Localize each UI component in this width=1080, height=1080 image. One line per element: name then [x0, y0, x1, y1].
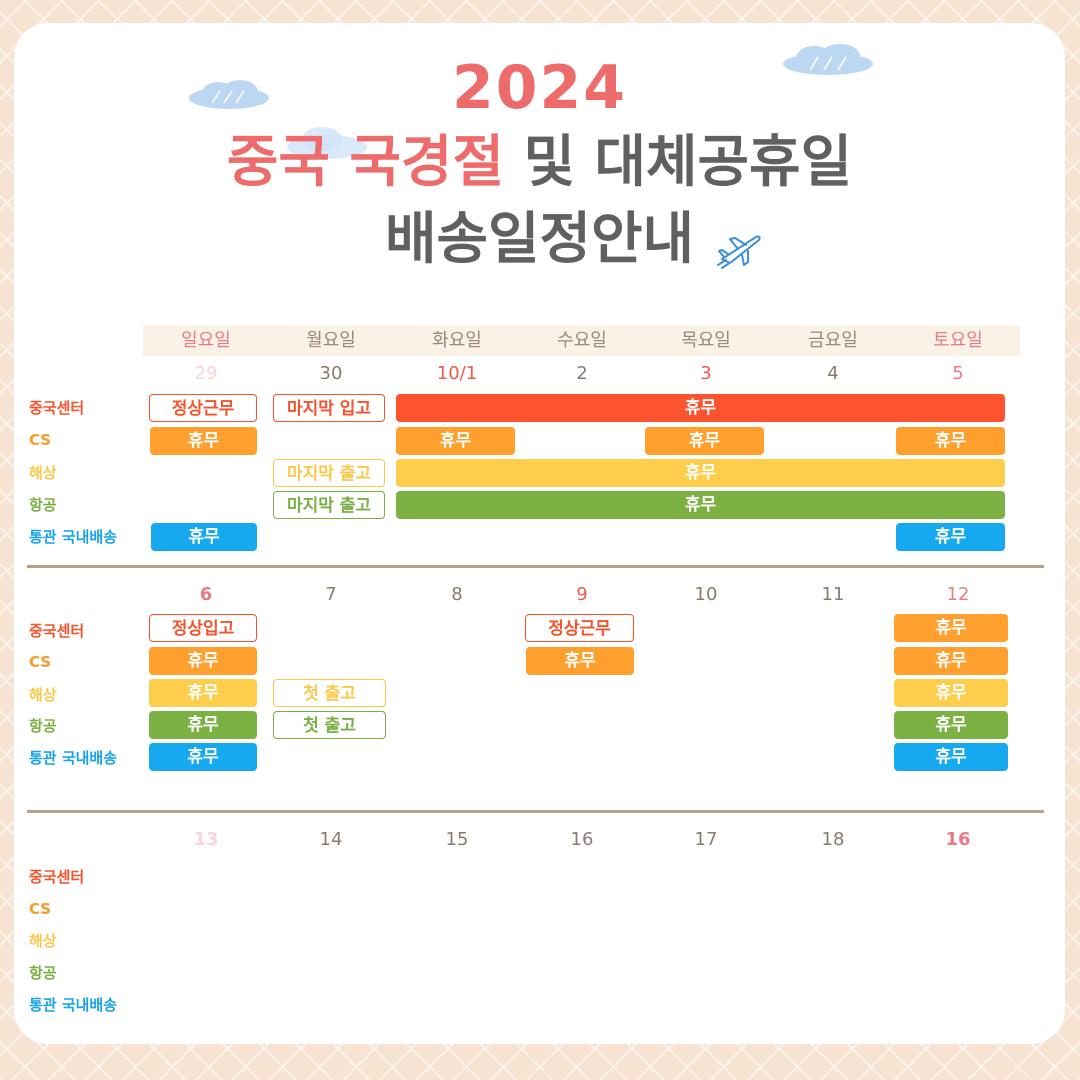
row-label-center: 중국센터 [29, 399, 85, 417]
weekday-tue: 화요일 [432, 330, 482, 351]
row-label-center: 중국센터 [29, 622, 85, 640]
date-cell: 9 [576, 584, 588, 605]
event-bar: 휴무 [396, 491, 1005, 519]
weekday-thu: 목요일 [681, 330, 731, 351]
date-cell: 16 [570, 829, 594, 850]
event-badge: 휴무 [896, 523, 1005, 551]
date-cell: 3 [700, 363, 712, 384]
weekday-wed: 수요일 [557, 330, 607, 351]
row-label-air: 항공 [29, 496, 57, 514]
row-label-air: 항공 [29, 717, 57, 735]
row-label-cs: CS [29, 431, 52, 449]
schedule-card: 2024 중국 국경절 및 대체공휴일 배송일정안내 일요일 월요일 화요일 수… [14, 23, 1065, 1044]
event-badge: 마지막 출고 [273, 491, 385, 519]
airplane-icon [717, 235, 761, 269]
title-subject: 중국 국경절 및 대체공휴일 [14, 128, 1065, 198]
date-cell: 7 [325, 584, 337, 605]
event-badge: 휴무 [645, 427, 764, 455]
title-subject-rest: 및 대체공휴일 [503, 130, 853, 195]
week-divider [27, 810, 1044, 813]
weekday-sun: 일요일 [181, 330, 231, 351]
event-badge: 정상근무 [149, 394, 257, 422]
event-bar: 휴무 [396, 394, 1005, 422]
date-cell: 17 [694, 829, 718, 850]
date-cell: 29 [194, 363, 218, 384]
row-label-cs: CS [29, 653, 52, 671]
event-badge: 첫 출고 [273, 679, 386, 707]
row-label-dom: 통관 국내배송 [29, 749, 118, 767]
date-cell: 6 [199, 584, 213, 605]
date-cell: 10 [694, 584, 718, 605]
event-badge: 휴무 [150, 427, 257, 455]
date-cell: 8 [451, 584, 463, 605]
date-cell: 4 [827, 363, 839, 384]
event-badge: 정상근무 [525, 614, 634, 642]
date-cell: 18 [821, 829, 845, 850]
event-badge: 휴무 [151, 523, 257, 551]
event-badge: 휴무 [894, 711, 1008, 739]
title-subject-accent: 중국 국경절 [226, 130, 504, 195]
event-badge: 마지막 입고 [273, 394, 385, 422]
row-label-sea: 해상 [29, 932, 57, 950]
event-badge: 휴무 [396, 427, 515, 455]
week-divider [27, 565, 1044, 568]
event-badge: 정상입고 [149, 614, 257, 642]
row-label-air: 항공 [29, 964, 57, 982]
title-year: 2024 [452, 53, 627, 123]
weekday-mon: 월요일 [306, 330, 356, 351]
event-bar: 휴무 [396, 459, 1005, 487]
event-badge: 휴무 [894, 614, 1008, 642]
date-cell: 13 [193, 829, 219, 850]
event-badge: 휴무 [896, 427, 1005, 455]
date-cell: 16 [945, 829, 971, 850]
date-cell: 12 [946, 584, 970, 605]
event-badge: 휴무 [149, 743, 257, 771]
date-cell: 30 [319, 363, 343, 384]
row-label-sea: 해상 [29, 464, 57, 482]
weekday-header [143, 325, 1020, 356]
cloud-icon [287, 127, 367, 159]
event-badge: 휴무 [526, 647, 634, 675]
date-cell: 14 [319, 829, 343, 850]
row-label-dom: 통관 국내배송 [29, 528, 118, 546]
date-cell: 10/1 [436, 363, 478, 384]
event-badge: 첫 출고 [273, 711, 386, 739]
cloud-icon [189, 80, 269, 109]
cloud-icon [783, 44, 873, 75]
row-label-dom: 통관 국내배송 [29, 996, 118, 1014]
event-badge: 휴무 [149, 711, 257, 739]
date-cell: 2 [576, 363, 588, 384]
weekday-fri: 금요일 [808, 330, 858, 351]
event-badge: 휴무 [894, 679, 1008, 707]
event-badge: 휴무 [149, 679, 257, 707]
event-badge: 휴무 [149, 647, 257, 675]
row-label-sea: 해상 [29, 686, 57, 704]
event-badge: 마지막 출고 [273, 459, 385, 487]
date-cell: 15 [445, 829, 469, 850]
row-label-cs: CS [29, 900, 52, 918]
weekday-sat: 토요일 [933, 330, 983, 351]
date-cell: 11 [821, 584, 845, 605]
row-label-center: 중국센터 [29, 868, 85, 886]
date-cell: 5 [952, 363, 964, 384]
event-badge: 휴무 [894, 647, 1008, 675]
title-guide: 배송일정안내 [384, 207, 695, 272]
event-badge: 휴무 [894, 743, 1008, 771]
